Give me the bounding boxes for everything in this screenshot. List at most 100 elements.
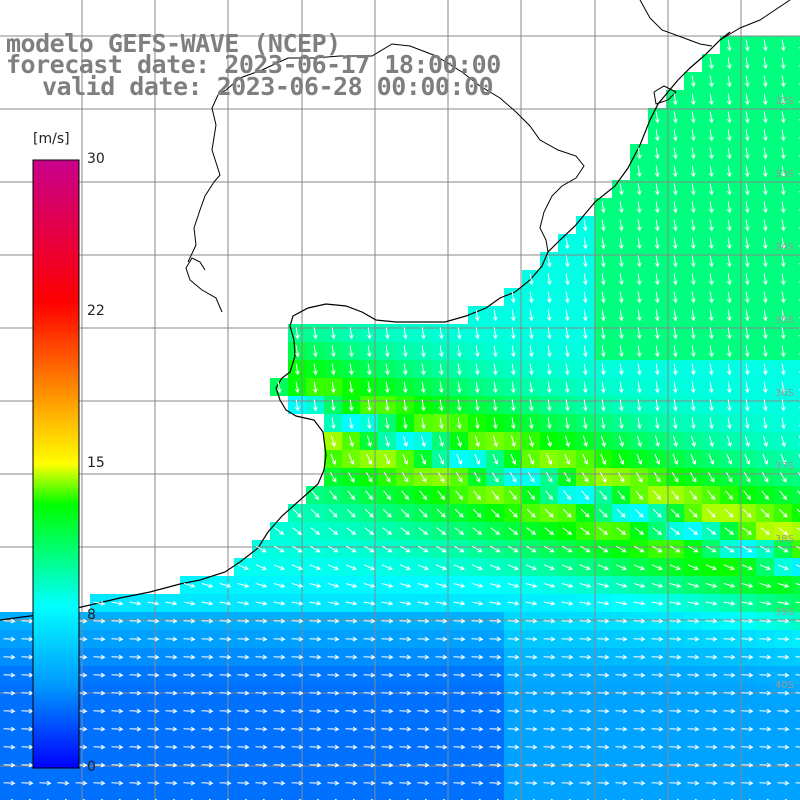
wind-arrow [601, 201, 606, 214]
wind-arrow [745, 381, 750, 394]
wind-arrow [741, 780, 754, 786]
wind-cell [792, 450, 800, 468]
wind-arrow [745, 75, 750, 88]
wind-arrow [781, 219, 786, 232]
wind-arrow [507, 762, 520, 768]
wind-arrow [597, 654, 610, 660]
wind-arrow [201, 601, 214, 606]
wind-arrow [295, 327, 300, 340]
wind-arrow [580, 508, 590, 518]
wind-arrow [507, 744, 520, 750]
wind-arrow [292, 527, 303, 536]
wind-arrow [472, 545, 483, 553]
wind-arrow [708, 453, 715, 465]
wind-arrow [687, 582, 700, 588]
wind-arrow [347, 472, 355, 483]
wind-arrow [291, 762, 304, 768]
wind-arrow [597, 708, 610, 714]
wind-arrow [525, 564, 537, 571]
wind-arrow [781, 417, 786, 430]
wind-arrow [563, 472, 571, 483]
wind-arrow [723, 780, 736, 786]
wind-arrow [345, 762, 358, 768]
wind-arrow [327, 582, 340, 588]
wind-arrow [741, 672, 754, 678]
wind-arrow [313, 327, 318, 340]
title-valid-date: valid date: 2023-06-28 00:00:00 [42, 72, 494, 101]
wind-arrow [453, 618, 466, 624]
wind-arrow [561, 726, 574, 732]
wind-arrow [473, 490, 482, 501]
border-north [185, 43, 585, 313]
wind-arrow [471, 672, 484, 678]
wind-arrow [672, 435, 678, 448]
wind-arrow [547, 327, 552, 340]
wind-arrow [745, 363, 750, 376]
wind-arrow [310, 527, 321, 536]
wind-arrow [565, 417, 570, 430]
wind-arrow [3, 636, 16, 642]
wind-arrow [547, 363, 552, 376]
wind-arrow [237, 636, 250, 642]
wind-arrow [727, 291, 732, 304]
wind-arrow [727, 345, 732, 358]
wind-arrow [489, 780, 502, 786]
wind-arrow [547, 417, 552, 430]
wind-arrow [745, 201, 750, 214]
wind-arrow [475, 327, 480, 340]
wind-arrow [543, 618, 556, 624]
wind-arrow [709, 363, 714, 376]
wind-cell [792, 360, 800, 378]
wind-arrow [673, 111, 678, 124]
wind-arrow [709, 75, 714, 88]
wind-arrow [295, 363, 300, 376]
wind-direction-arrows [3, 39, 800, 800]
wind-arrow [565, 399, 570, 412]
wind-arrow [399, 762, 412, 768]
wind-arrow [526, 527, 537, 536]
wind-arrow [381, 564, 393, 571]
wind-arrow [741, 744, 754, 750]
wind-arrow [781, 309, 786, 322]
wind-arrow [237, 654, 250, 660]
wind-arrow [781, 147, 786, 160]
wind-cell [792, 270, 800, 288]
wind-arrow [453, 708, 466, 714]
colorbar-tick-22: 22 [87, 303, 105, 319]
wind-arrow [364, 527, 375, 536]
wind-arrow [619, 273, 624, 286]
wind-cell [792, 522, 800, 540]
wind-arrow [454, 527, 465, 536]
wind-arrow [652, 545, 663, 553]
title-forecast-date: forecast date: 2023-06-17 18:00:00 [6, 50, 501, 79]
wind-arrow [633, 744, 646, 750]
wind-arrow [255, 762, 268, 768]
wind-arrow [561, 618, 574, 624]
wind-arrow [453, 762, 466, 768]
wind-arrow [219, 780, 232, 786]
wind-arrow [727, 147, 732, 160]
wind-arrow [727, 273, 732, 286]
wind-arrow [763, 75, 768, 88]
wind-arrow [346, 508, 356, 518]
wind-arrow [687, 672, 700, 678]
wind-arrow [637, 255, 642, 268]
wind-arrow [219, 582, 232, 588]
wind-arrow [111, 744, 124, 750]
wind-arrow [741, 726, 754, 732]
wind-arrow [669, 726, 682, 732]
wind-arrow [615, 564, 627, 571]
wind-arrow [111, 690, 124, 696]
wind-arrow [581, 472, 589, 483]
wind-arrow [309, 636, 322, 642]
wind-arrow [201, 708, 214, 714]
wind-arrow [309, 582, 322, 588]
wind-arrow [201, 744, 214, 750]
wind-arrow [363, 780, 376, 786]
wind-arrow [709, 237, 714, 250]
wind-arrow [743, 490, 752, 501]
wind-arrow [709, 57, 714, 70]
wind-arrow [723, 690, 736, 696]
wind-arrow [781, 255, 786, 268]
wind-arrow [583, 327, 588, 340]
